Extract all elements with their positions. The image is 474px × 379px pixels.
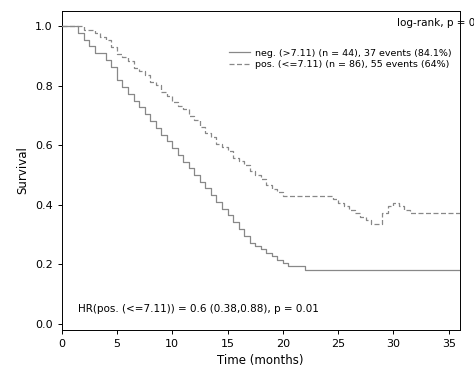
Text: HR(pos. (<=7.11)) = 0.6 (0.38,0.88), p = 0.01: HR(pos. (<=7.11)) = 0.6 (0.38,0.88), p =… — [78, 304, 319, 314]
Text: log-rank, p = 0.009: log-rank, p = 0.009 — [397, 18, 474, 28]
Y-axis label: Survival: Survival — [16, 147, 29, 194]
X-axis label: Time (months): Time (months) — [218, 354, 304, 367]
Legend: neg. (>7.11) (n = 44), 37 events (84.1%), pos. (<=7.11) (n = 86), 55 events (64%: neg. (>7.11) (n = 44), 37 events (84.1%)… — [225, 45, 455, 73]
